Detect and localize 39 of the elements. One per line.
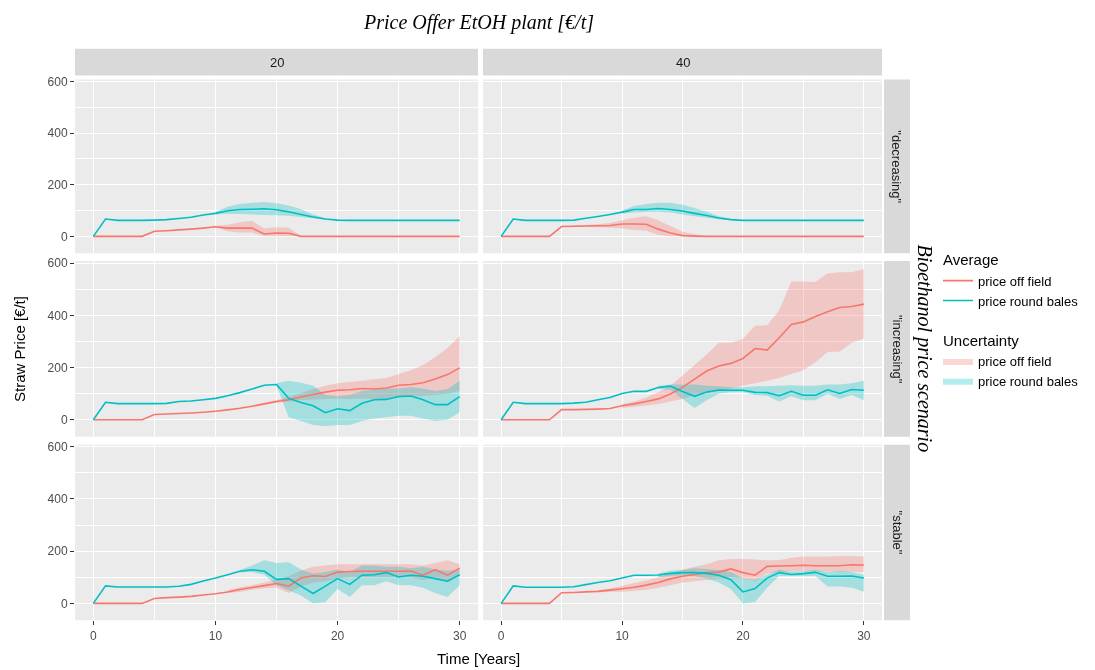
chart-title: 40 (676, 55, 691, 70)
y-tick-label: 400 (47, 308, 68, 323)
x-tick-label: 30 (453, 628, 467, 643)
y-tick-label: 0 (60, 229, 68, 244)
y-tick-label: 200 (47, 360, 68, 375)
chart-title: 20 (270, 55, 285, 70)
text: Price Offer EtOH plant [€/t] (363, 11, 594, 34)
x-tick-label: 20 (736, 628, 750, 643)
line-series (92, 383, 461, 421)
y-tick-label: 600 (47, 439, 68, 454)
x-tick-label: 0 (497, 628, 505, 643)
x-axis-title: Time [Years] (437, 650, 521, 667)
y-tick-label: 600 (47, 74, 68, 89)
legend-label: price off field (978, 273, 1052, 289)
x-tick-label: 30 (857, 628, 871, 643)
legend-label: price off field (978, 354, 1052, 370)
text: Bioethanol price scenario (913, 244, 937, 453)
y-tick-label: 600 (47, 256, 68, 271)
y-tick-label: 200 (47, 177, 68, 192)
y-tick-label: 400 (47, 492, 68, 507)
line-series (92, 207, 461, 238)
y-tick-label: 400 (47, 126, 68, 141)
x-tick-label: 10 (208, 628, 223, 643)
y-tick-label: 200 (47, 544, 68, 559)
text: "decreasing" (889, 130, 905, 204)
line-series (92, 226, 461, 238)
text: "increasing" (889, 314, 905, 384)
legend-title: Average (943, 251, 999, 269)
x-tick-label: 0 (89, 628, 97, 643)
legend-label: price round bales (978, 373, 1079, 389)
legend-title: Uncertainty (943, 331, 1020, 349)
text: "stable" (889, 510, 905, 555)
y-tick-label: 0 (60, 412, 68, 427)
line-series (92, 367, 461, 421)
legend-label: price round bales (978, 293, 1079, 309)
y-tick-label: 0 (60, 596, 68, 611)
y-axis-title: Straw Price [€/t] (11, 296, 29, 402)
x-tick-label: 20 (330, 628, 345, 643)
x-tick-label: 10 (615, 628, 630, 643)
